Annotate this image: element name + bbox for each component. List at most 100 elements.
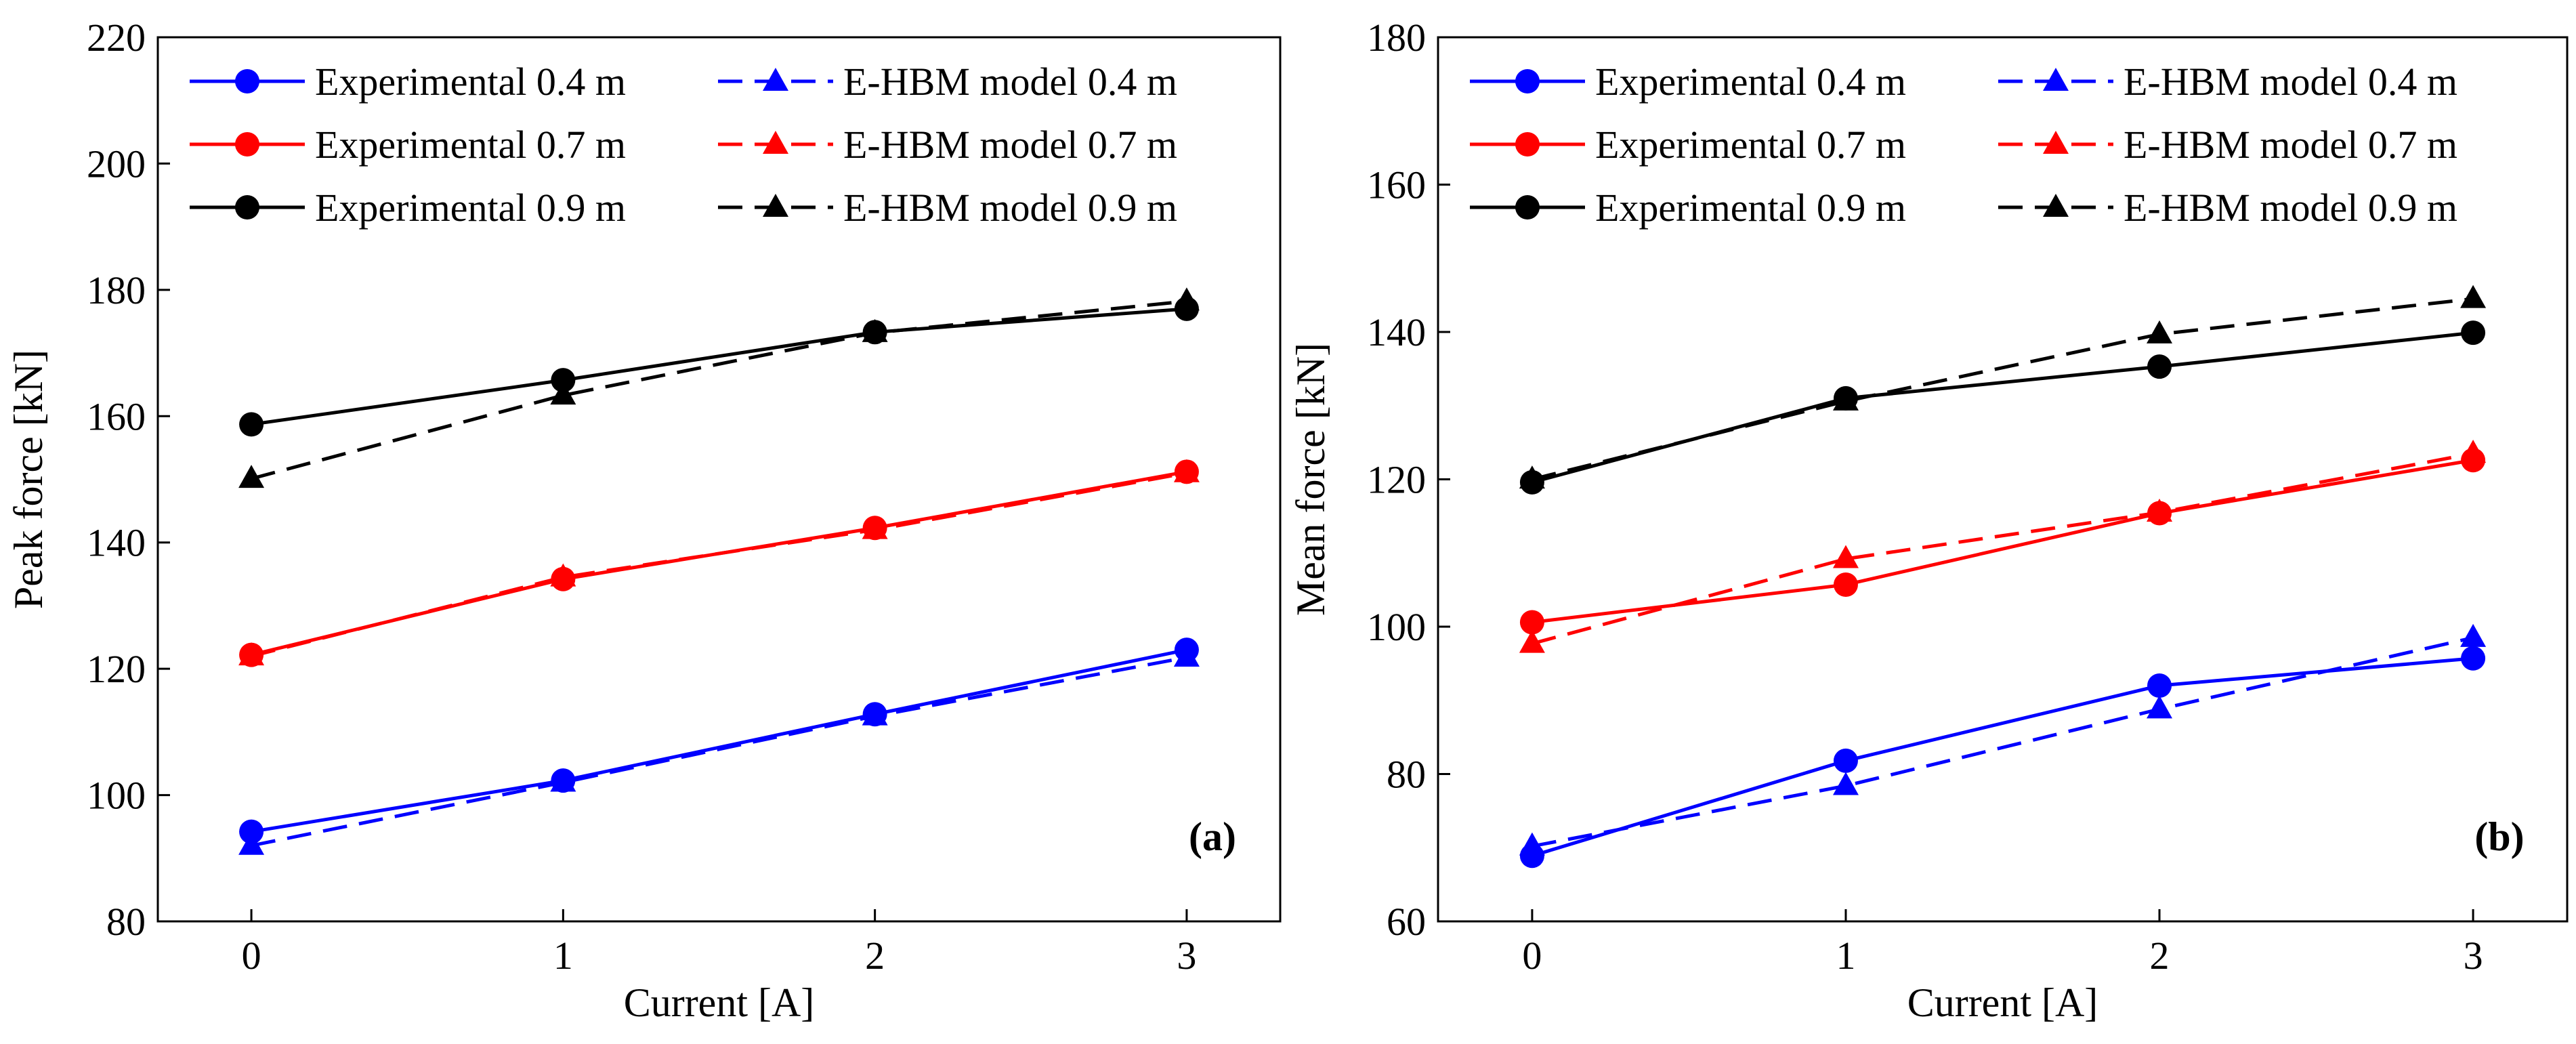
y-tick-label: 200 (87, 142, 146, 186)
data-point (2147, 354, 2172, 379)
x-tick-label: 0 (242, 934, 261, 978)
series-line (1532, 331, 2474, 484)
series-line (1532, 297, 2474, 481)
y-tick-label: 80 (1387, 753, 1426, 797)
data-point (1173, 459, 1200, 482)
data-point (862, 318, 888, 342)
legend-label: Experimental 0.9 m (315, 186, 626, 230)
legend-label: Experimental 0.4 m (315, 60, 626, 104)
series-e-hbm-model-0-7-m (238, 459, 1200, 666)
legend-label: E-HBM model 0.9 m (2124, 186, 2457, 230)
data-point (2461, 646, 2486, 671)
series-e-hbm-model-0-4-m (1519, 623, 2487, 856)
plot-frame (1437, 36, 2569, 923)
legend-label: Experimental 0.7 m (1595, 123, 1906, 167)
legend-marker (1515, 132, 1540, 156)
chart-panel-b: 60 80 100 120 140 160 180 0 1 2 3 Current [A] Mean f… (1288, 16, 2569, 1025)
x-axis-label: Current [A] (624, 980, 815, 1025)
series-line (251, 648, 1187, 834)
legend-label: E-HBM model 0.7 m (843, 123, 1177, 167)
legend-marker (1515, 195, 1540, 220)
legend-marker (763, 194, 788, 217)
legend-label: E-HBM model 0.4 m (2124, 60, 2457, 104)
y-axis-label: Peak force [kN] (6, 350, 51, 609)
legend-marker (235, 132, 259, 156)
data-point (2147, 673, 2172, 698)
series-e-hbm-model-0-4-m (238, 643, 1200, 855)
legend-marker (763, 68, 788, 91)
legend-marker (763, 131, 788, 154)
y-tick-label: 160 (87, 394, 146, 438)
x-tick-label: 0 (1522, 934, 1542, 978)
series-line (251, 307, 1187, 426)
data-point (550, 768, 576, 792)
legend-label: E-HBM model 0.9 m (843, 186, 1177, 230)
y-tick-label: 160 (1367, 163, 1426, 207)
x-tick-label: 3 (2464, 934, 2483, 978)
x-axis-label: Current [A] (1907, 980, 2098, 1025)
data-point (238, 831, 265, 855)
data-point (1833, 748, 1858, 773)
y-tick-label: 120 (87, 647, 146, 691)
data-point (239, 819, 264, 844)
series-e-hbm-model-0-9-m (238, 287, 1200, 488)
panel-label: (a) (1189, 814, 1236, 859)
x-tick-label: 3 (1177, 934, 1196, 978)
chart-panel-a: 80 100 120 140 160 180 200 220 0 1 2 3 Current [A] Pe… (6, 16, 1282, 1025)
x-tick-label: 2 (865, 934, 885, 978)
data-point (550, 381, 576, 405)
series-e-hbm-model-0-9-m (1519, 285, 2487, 489)
data-point (1832, 772, 1859, 795)
data-point (1832, 387, 1859, 411)
data-point (239, 412, 264, 437)
legend-label: E-HBM model 0.7 m (2124, 123, 2457, 167)
x-tick-label: 1 (1836, 934, 1855, 978)
data-point (1519, 629, 1545, 653)
series-experimental-0-4-m (239, 638, 1199, 844)
data-point (551, 368, 576, 393)
data-point (1173, 287, 1200, 311)
y-tick-label: 60 (1387, 900, 1426, 944)
series-line (1532, 635, 2474, 848)
legend-marker (235, 69, 259, 93)
panel-label: (b) (2474, 814, 2524, 859)
series-line (251, 655, 1187, 848)
legend-marker (2043, 68, 2069, 91)
data-point (2147, 320, 2173, 343)
data-point (2460, 623, 2487, 647)
series-line (1532, 451, 2474, 646)
data-point (238, 465, 265, 488)
x-tick-label: 1 (553, 934, 573, 978)
data-point (2147, 695, 2173, 719)
y-axis-label: Mean force [kN] (1288, 343, 1333, 616)
plot-frame (156, 36, 1282, 923)
data-point (238, 642, 265, 666)
legend: Experimental 0.4 m E-HBM model 0.4 m Exper… (1470, 60, 2457, 230)
y-tick-label: 140 (1367, 310, 1426, 354)
data-point (2461, 320, 2486, 346)
series-line (1532, 458, 2474, 624)
y-tick-label: 120 (1367, 458, 1426, 502)
legend-label: Experimental 0.9 m (1595, 186, 1906, 230)
legend-marker (235, 195, 259, 220)
y-tick-label: 100 (87, 774, 146, 818)
series-experimental-0-7-m (239, 459, 1199, 667)
data-point (2147, 499, 2173, 522)
y-tick-label: 140 (87, 521, 146, 565)
legend-marker (1515, 69, 1540, 93)
legend-label: Experimental 0.4 m (1595, 60, 1906, 104)
series-experimental-0-7-m (1519, 448, 2486, 635)
data-point (862, 516, 888, 539)
series-experimental-0-9-m (239, 296, 1199, 437)
data-point (2460, 440, 2487, 463)
legend-marker (2043, 131, 2069, 154)
y-tick-label: 220 (87, 16, 146, 60)
series-experimental-0-4-m (1519, 646, 2486, 869)
data-point (1832, 545, 1859, 568)
legend-label: Experimental 0.7 m (315, 123, 626, 167)
legend-label: E-HBM model 0.4 m (843, 60, 1177, 104)
data-point (1833, 572, 1858, 598)
series-line (1532, 656, 2474, 858)
y-tick-label: 180 (1367, 16, 1426, 60)
